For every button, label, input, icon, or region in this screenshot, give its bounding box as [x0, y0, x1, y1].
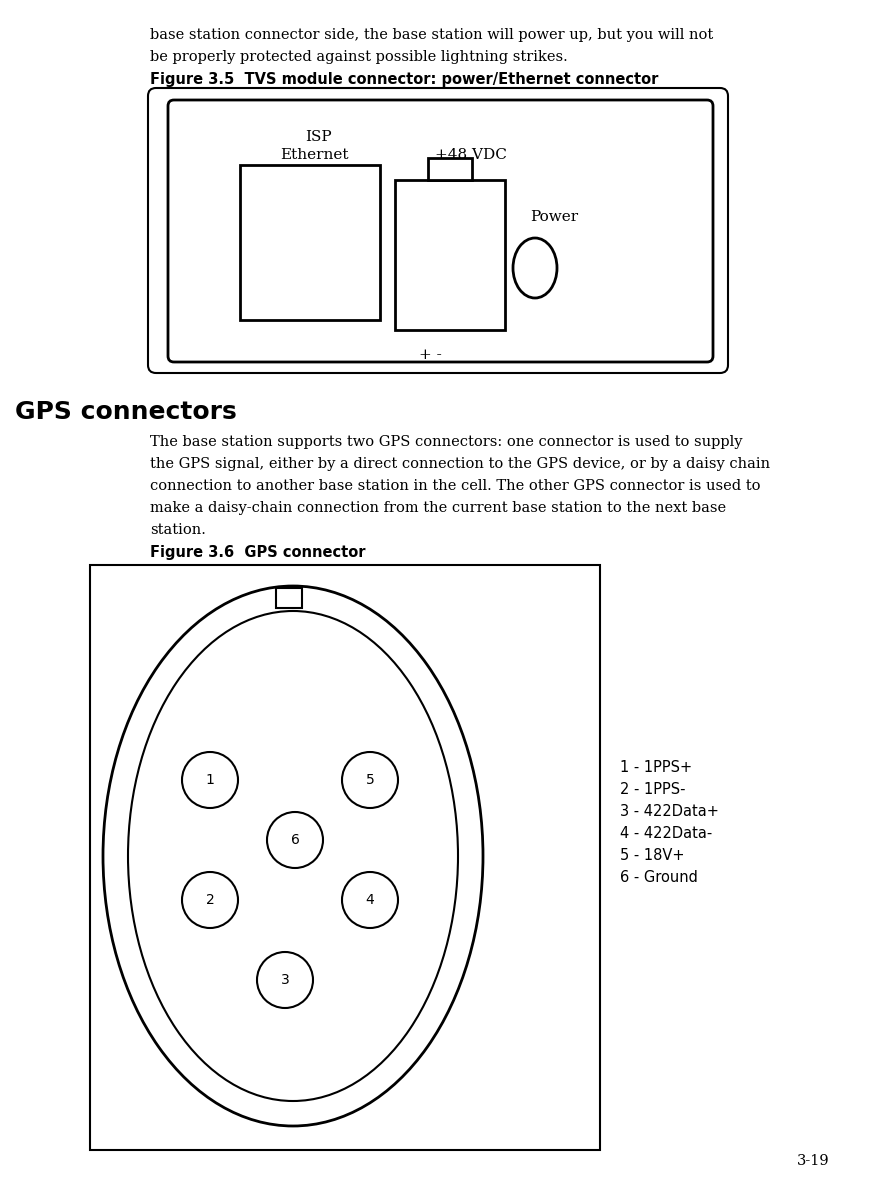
Text: ISP: ISP [305, 130, 331, 144]
Ellipse shape [182, 872, 238, 928]
Text: the GPS signal, either by a direct connection to the GPS device, or by a daisy c: the GPS signal, either by a direct conne… [150, 457, 769, 470]
Ellipse shape [342, 752, 398, 807]
Text: 1 - 1PPS+: 1 - 1PPS+ [619, 760, 691, 775]
Ellipse shape [513, 238, 557, 298]
Ellipse shape [256, 952, 313, 1008]
Text: + -: + - [418, 348, 441, 362]
Text: 3 - 422Data+: 3 - 422Data+ [619, 804, 718, 819]
FancyBboxPatch shape [148, 88, 727, 373]
Text: 2 - 1PPS-: 2 - 1PPS- [619, 782, 685, 797]
Text: The base station supports two GPS connectors: one connector is used to supply: The base station supports two GPS connec… [150, 435, 742, 449]
Text: GPS connectors: GPS connectors [15, 400, 236, 424]
Text: 6 - Ground: 6 - Ground [619, 869, 697, 885]
Text: make a daisy-chain connection from the current base station to the next base: make a daisy-chain connection from the c… [150, 501, 725, 515]
Text: connection to another base station in the cell. The other GPS connector is used : connection to another base station in th… [150, 479, 759, 493]
Ellipse shape [103, 586, 482, 1125]
Text: Ethernet: Ethernet [279, 148, 348, 162]
Text: Figure 3.6  GPS connector: Figure 3.6 GPS connector [150, 545, 365, 560]
Text: 3: 3 [280, 973, 289, 987]
Text: 4 - 422Data-: 4 - 422Data- [619, 827, 711, 841]
Text: 3-19: 3-19 [796, 1154, 829, 1168]
Bar [90, 565, 600, 1151]
Bar [428, 158, 471, 180]
Text: +48 VDC: +48 VDC [435, 148, 507, 162]
Bar [240, 166, 379, 320]
Text: 5 - 18V+: 5 - 18V+ [619, 848, 684, 863]
Text: 4: 4 [365, 893, 374, 908]
Ellipse shape [342, 872, 398, 928]
Text: 5: 5 [365, 773, 374, 787]
Text: be properly protected against possible lightning strikes.: be properly protected against possible l… [150, 50, 567, 64]
Text: station.: station. [150, 523, 205, 537]
Text: 6: 6 [291, 833, 299, 847]
FancyBboxPatch shape [168, 100, 712, 362]
Text: 2: 2 [205, 893, 214, 908]
Ellipse shape [182, 752, 238, 807]
Ellipse shape [267, 812, 322, 868]
Text: base station connector side, the base station will power up, but you will not: base station connector side, the base st… [150, 29, 712, 42]
Bar [276, 588, 302, 607]
Text: Figure 3.5  TVS module connector: power/Ethernet connector: Figure 3.5 TVS module connector: power/E… [150, 71, 658, 87]
Ellipse shape [128, 611, 457, 1100]
Text: Power: Power [529, 210, 578, 224]
Bar [394, 180, 505, 330]
Text: 1: 1 [205, 773, 214, 787]
